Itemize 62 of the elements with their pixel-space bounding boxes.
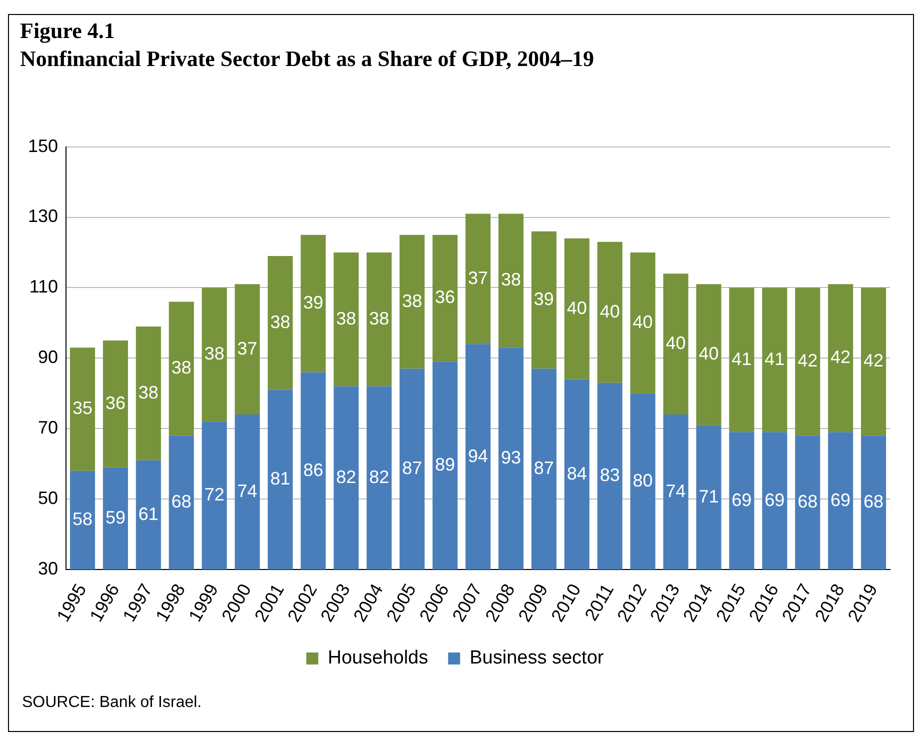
data-label: 87 xyxy=(534,458,554,478)
data-label: 36 xyxy=(105,392,126,413)
data-label: 42 xyxy=(864,350,884,371)
data-label: 38 xyxy=(204,344,224,364)
y-tick-label: 70 xyxy=(38,418,58,438)
chart-subtitle: Nonfinancial Private Sector Debt as a Share of GDP, 2004–19 xyxy=(20,46,594,72)
data-label: 38 xyxy=(171,358,192,378)
data-label: 93 xyxy=(500,448,521,468)
y-tick-label: 110 xyxy=(29,276,58,297)
data-label: 86 xyxy=(303,460,324,480)
data-label: 82 xyxy=(369,466,390,487)
chart-title: Figure 4.1 xyxy=(20,18,115,44)
data-label: 38 xyxy=(369,308,390,328)
data-label: 72 xyxy=(204,484,224,505)
y-tick-label: 90 xyxy=(38,347,58,368)
data-label: 38 xyxy=(500,270,521,290)
data-label: 61 xyxy=(138,504,158,524)
data-label: 74 xyxy=(666,480,686,501)
data-label: 81 xyxy=(270,468,290,489)
data-label: 38 xyxy=(336,308,356,328)
data-label: 87 xyxy=(402,458,422,478)
data-label: 35 xyxy=(72,398,93,418)
data-label: 41 xyxy=(732,348,752,369)
y-tick-label: 50 xyxy=(38,488,58,508)
data-label: 83 xyxy=(600,465,620,486)
data-label: 84 xyxy=(566,463,587,484)
data-label: 37 xyxy=(237,338,258,358)
data-label: 42 xyxy=(798,350,818,371)
data-label: 58 xyxy=(72,509,93,530)
data-label: 80 xyxy=(632,470,653,490)
y-tick-label: 150 xyxy=(28,136,58,156)
y-tick-label: 30 xyxy=(38,558,58,578)
legend-label: Households xyxy=(328,648,428,669)
data-label: 69 xyxy=(764,490,785,510)
data-label: 82 xyxy=(336,466,356,487)
data-label: 40 xyxy=(632,312,653,332)
data-label: 71 xyxy=(698,486,719,506)
data-label: 94 xyxy=(468,446,488,466)
data-label: 69 xyxy=(732,490,752,510)
source-note: SOURCE: Bank of Israel. xyxy=(22,694,202,712)
data-label: 38 xyxy=(138,382,158,402)
data-label: 39 xyxy=(534,289,554,310)
data-label: 74 xyxy=(237,480,258,501)
data-label: 37 xyxy=(468,268,488,288)
data-label: 40 xyxy=(666,333,686,354)
data-label: 42 xyxy=(830,347,851,368)
data-label: 69 xyxy=(830,490,851,510)
data-label: 68 xyxy=(171,492,192,512)
data-label: 38 xyxy=(402,290,422,311)
data-label: 38 xyxy=(270,312,290,332)
data-label: 68 xyxy=(798,492,818,512)
data-label: 40 xyxy=(566,298,587,318)
data-label: 68 xyxy=(864,492,884,512)
legend-label: Business sector xyxy=(470,648,604,669)
data-label: 39 xyxy=(303,292,324,313)
data-label: 89 xyxy=(435,454,456,475)
data-label: 36 xyxy=(435,287,456,308)
data-label: 40 xyxy=(600,301,620,322)
data-label: 59 xyxy=(105,507,126,528)
y-tick-label: 130 xyxy=(28,206,58,226)
data-label: 40 xyxy=(698,344,719,364)
data-label: 41 xyxy=(764,348,785,369)
